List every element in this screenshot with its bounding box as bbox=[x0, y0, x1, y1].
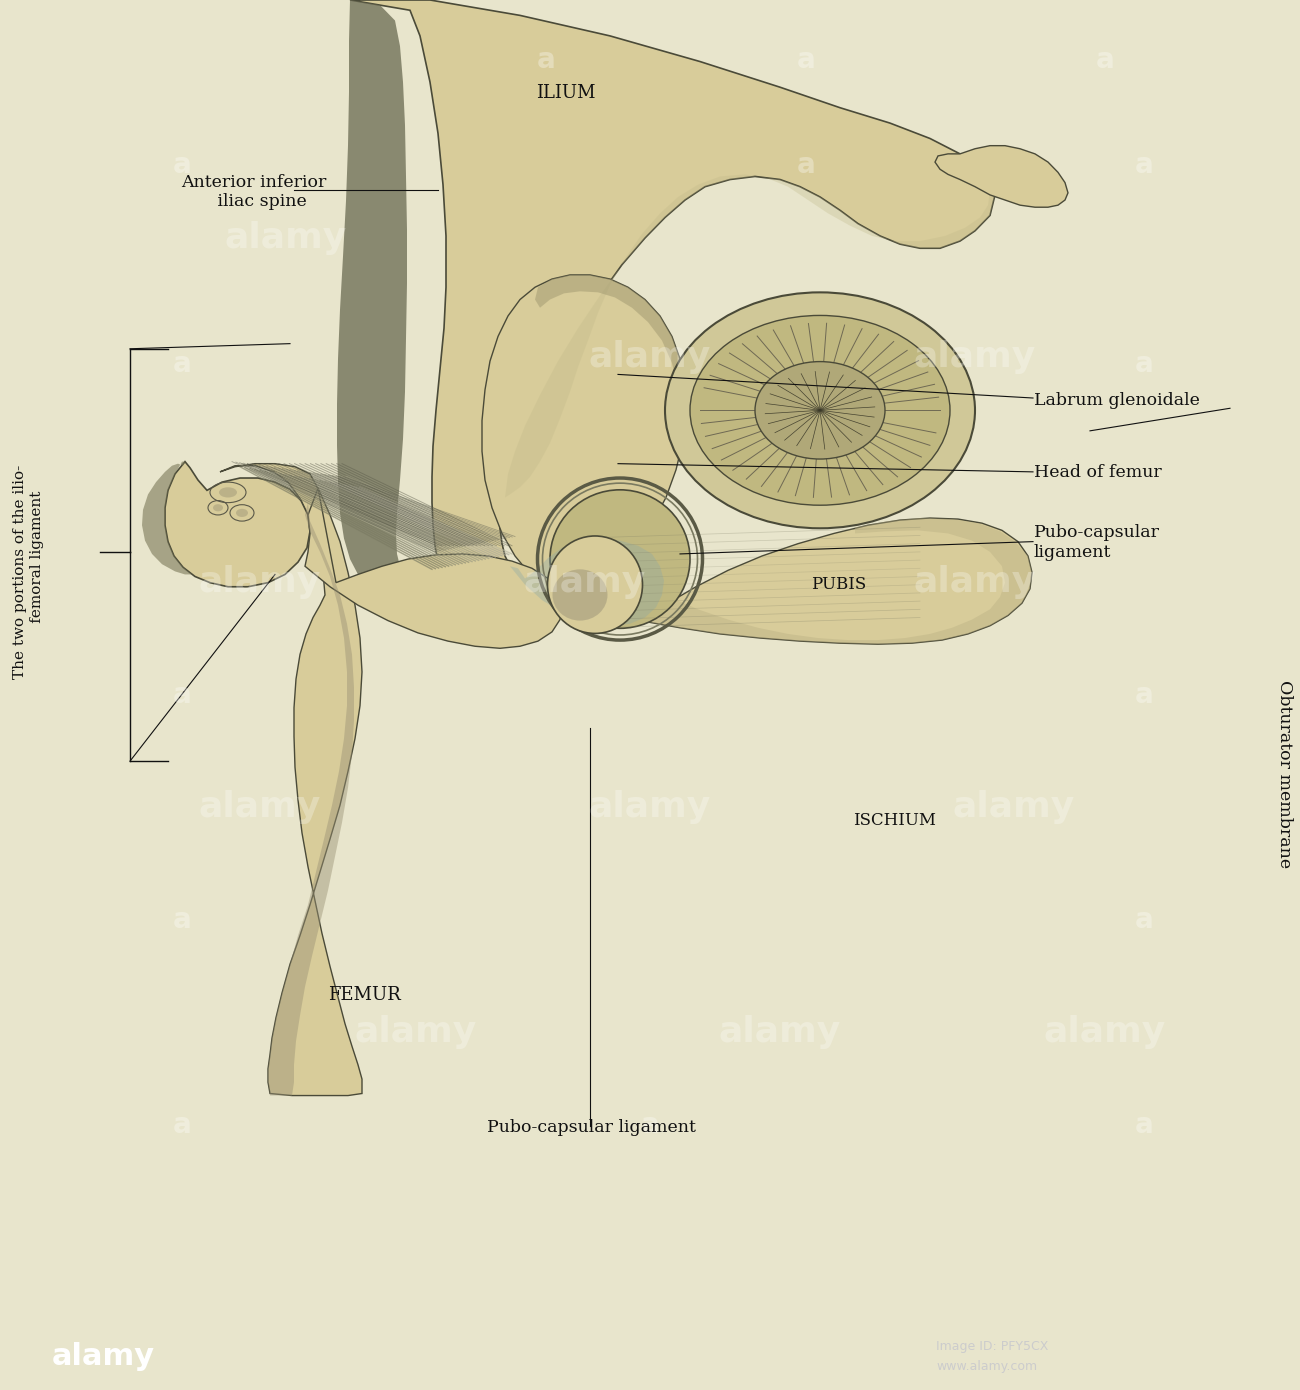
Text: a: a bbox=[173, 1111, 191, 1138]
Ellipse shape bbox=[690, 316, 950, 505]
Polygon shape bbox=[536, 275, 686, 413]
Polygon shape bbox=[510, 539, 664, 626]
Polygon shape bbox=[268, 503, 354, 1095]
Ellipse shape bbox=[218, 488, 237, 498]
Text: alamy: alamy bbox=[199, 790, 321, 824]
Text: alamy: alamy bbox=[914, 566, 1036, 599]
Text: a: a bbox=[537, 46, 555, 74]
Text: ISCHIUM: ISCHIUM bbox=[853, 812, 936, 828]
Text: a: a bbox=[797, 152, 815, 179]
Text: Labrum glenoidale: Labrum glenoidale bbox=[1034, 392, 1200, 410]
Text: Image ID: PFY5CX: Image ID: PFY5CX bbox=[936, 1340, 1048, 1352]
Text: alamy: alamy bbox=[52, 1343, 155, 1371]
Text: alamy: alamy bbox=[1044, 1015, 1166, 1049]
Ellipse shape bbox=[666, 292, 975, 528]
Text: a: a bbox=[1135, 681, 1153, 709]
Text: a: a bbox=[173, 350, 191, 378]
Text: a: a bbox=[1135, 350, 1153, 378]
Text: a: a bbox=[641, 1111, 659, 1138]
Polygon shape bbox=[142, 461, 192, 574]
Text: a: a bbox=[173, 681, 191, 709]
Polygon shape bbox=[220, 464, 361, 1095]
Text: The two portions of the ilio-
      femoral ligament: The two portions of the ilio- femoral li… bbox=[13, 464, 44, 678]
Text: alamy: alamy bbox=[199, 566, 321, 599]
Polygon shape bbox=[636, 518, 1032, 644]
Text: Pubo-capsular
ligament: Pubo-capsular ligament bbox=[1034, 524, 1160, 560]
Text: a: a bbox=[173, 152, 191, 179]
Text: a: a bbox=[173, 906, 191, 934]
Text: www.alamy.com: www.alamy.com bbox=[936, 1361, 1037, 1373]
Text: PUBIS: PUBIS bbox=[811, 577, 866, 594]
Text: Head of femur: Head of femur bbox=[1034, 464, 1161, 481]
Text: ILIUM: ILIUM bbox=[536, 83, 595, 101]
Text: Obturator membrane: Obturator membrane bbox=[1275, 680, 1294, 869]
Text: a: a bbox=[1135, 906, 1153, 934]
Polygon shape bbox=[482, 275, 686, 613]
Text: alamy: alamy bbox=[719, 1015, 841, 1049]
Text: a: a bbox=[797, 46, 815, 74]
Text: alamy: alamy bbox=[225, 221, 347, 256]
Polygon shape bbox=[350, 0, 994, 595]
Polygon shape bbox=[935, 146, 1069, 207]
Text: alamy: alamy bbox=[953, 790, 1075, 824]
Ellipse shape bbox=[550, 489, 690, 628]
Text: alamy: alamy bbox=[589, 790, 711, 824]
Text: alamy: alamy bbox=[914, 341, 1036, 374]
Text: a: a bbox=[1135, 152, 1153, 179]
Ellipse shape bbox=[552, 570, 607, 620]
Text: Anterior inferior
   iliac spine: Anterior inferior iliac spine bbox=[181, 174, 326, 210]
Text: a: a bbox=[1096, 46, 1114, 74]
Polygon shape bbox=[165, 461, 309, 587]
Polygon shape bbox=[430, 0, 994, 498]
Polygon shape bbox=[601, 518, 1032, 644]
Ellipse shape bbox=[547, 537, 642, 634]
Text: FEMUR: FEMUR bbox=[328, 986, 400, 1004]
Text: alamy: alamy bbox=[589, 341, 711, 374]
Ellipse shape bbox=[213, 505, 224, 512]
Text: alamy: alamy bbox=[355, 1015, 477, 1049]
Text: Pubo-capsular ligament: Pubo-capsular ligament bbox=[488, 1119, 696, 1136]
Ellipse shape bbox=[237, 509, 248, 517]
Ellipse shape bbox=[755, 361, 885, 459]
Text: alamy: alamy bbox=[524, 566, 646, 599]
Text: a: a bbox=[1135, 1111, 1153, 1138]
Polygon shape bbox=[337, 0, 419, 594]
Polygon shape bbox=[306, 488, 562, 648]
